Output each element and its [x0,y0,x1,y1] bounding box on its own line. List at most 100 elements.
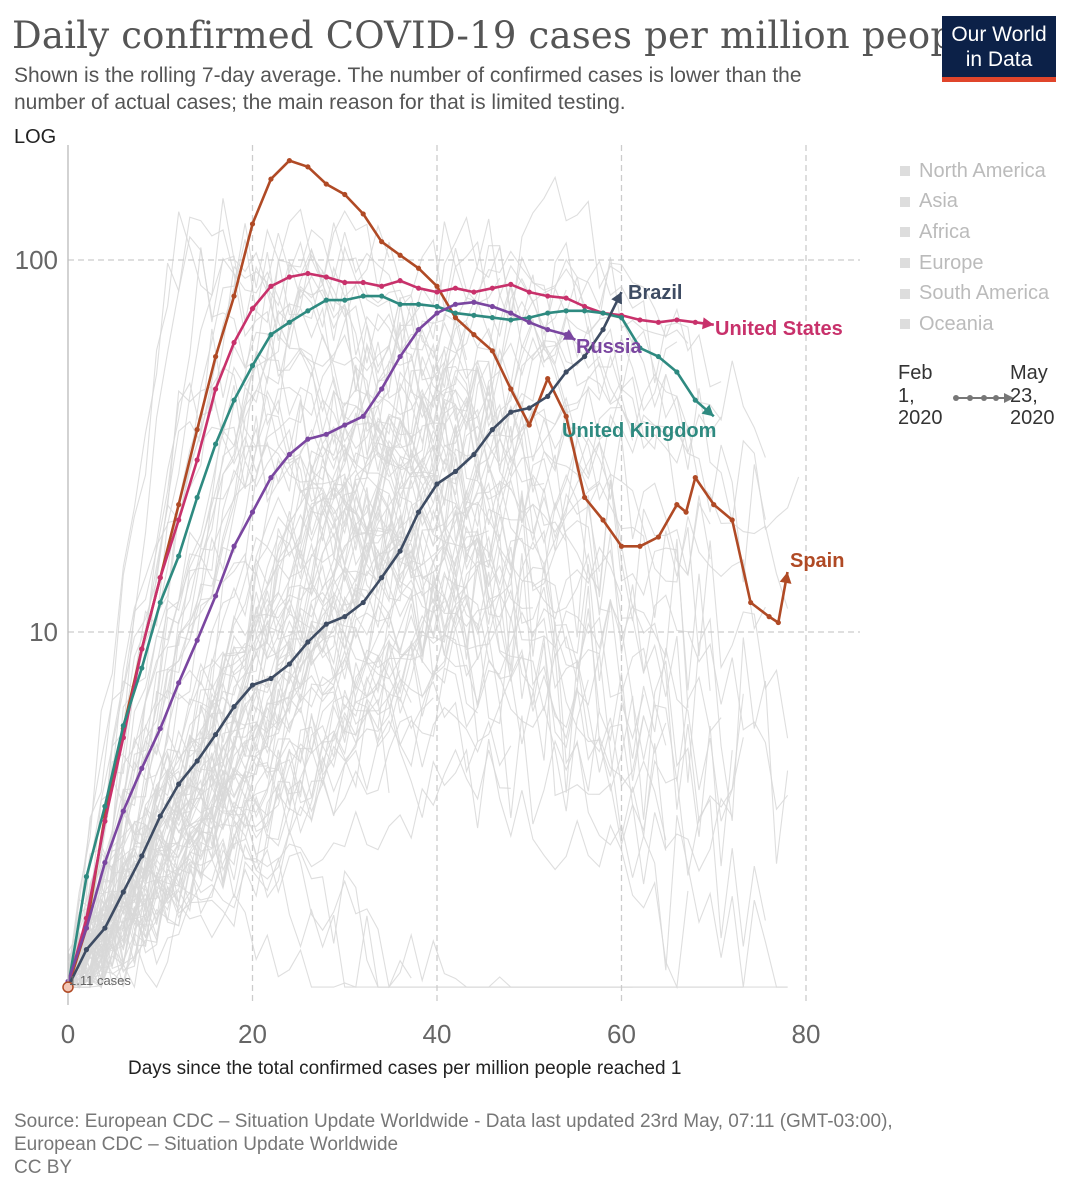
series-point [729,517,735,523]
series-point [637,543,643,549]
series-point [360,279,366,286]
series-point [489,348,495,354]
series-point [618,543,625,549]
series-point [157,575,163,581]
legend-swatch [900,258,910,269]
y-tick-label: 100 [15,245,58,275]
series-point [249,306,256,312]
legend-swatch [900,196,910,207]
series-point [194,427,200,433]
highlighted-series [65,158,792,990]
series-point [342,422,348,428]
series-point [194,637,200,643]
series-point [323,431,329,437]
series-point [305,308,311,314]
series-point [775,619,781,626]
x-tick-label: 20 [238,1019,267,1049]
series-point [213,386,219,392]
x-axis-label: Days since the total confirmed cases per… [128,1058,682,1079]
legend-item-europe[interactable]: Europe [900,248,1049,279]
series-point [582,308,588,314]
series-point [305,436,311,442]
series-line-united-kingdom [66,294,715,988]
series-point [582,353,588,360]
series-point [268,675,274,682]
start-point-marker [62,981,74,993]
series-point [415,509,422,515]
legend-label: North America [919,159,1046,182]
background-country-lines [67,175,800,990]
series-point [157,599,163,606]
legend-item-asia[interactable]: Asia [900,187,1049,218]
series-point [452,310,459,316]
log-scale-toggle[interactable]: LOG [14,126,57,148]
timeline-end-day: 23, [1010,384,1038,407]
series-point [176,517,182,523]
series-point [748,599,754,606]
series-point [286,451,292,458]
license-text[interactable]: CC BY [14,1157,73,1178]
series-point [600,326,606,333]
legend-label: Europe [919,251,984,274]
series-point [157,813,163,819]
series-point [692,475,698,481]
series-point [231,339,237,346]
background-country-line [67,198,689,982]
series-point [508,281,514,287]
series-point [452,301,459,307]
background-country-line [67,215,766,988]
series-point [139,665,145,671]
background-country-line [68,397,744,988]
series-point [268,283,274,289]
series-point [766,614,772,620]
series-point [434,289,440,295]
series-point [618,315,625,321]
series-point [194,457,200,463]
series-point [637,317,643,323]
background-country-line [67,354,457,988]
x-tick-label: 0 [61,1019,75,1049]
start-annotation: 1.11 cases [69,973,131,988]
legend-item-africa[interactable]: Africa [900,217,1049,248]
series-arrow-icon [562,329,576,340]
series-point [489,303,495,310]
timeline-legend[interactable]: Feb 1, 2020 May 23, 2020 [898,362,1068,442]
legend-swatch [900,227,910,238]
series-point [231,293,237,299]
y-tick-label: 10 [29,617,58,647]
series-point [692,397,698,403]
series-point [157,725,163,732]
series-point [83,947,90,953]
legend-item-south-america[interactable]: South America [900,278,1049,309]
series-point [176,553,182,559]
series-point [545,293,551,299]
series-point [711,502,717,508]
timeline-end-month: May [1010,362,1048,384]
timeline-start-month: Feb [898,362,933,384]
timeline-start-day: 1, [898,384,915,407]
source-line-2[interactable]: European CDC – Situation Update Worldwid… [14,1134,399,1155]
series-point [379,386,385,392]
legend-item-oceania[interactable]: Oceania [900,309,1049,340]
series-point [249,363,256,369]
series-arrow-icon [779,571,792,584]
series-point [323,181,329,187]
series-point [397,301,403,307]
series-label-united-kingdom: United Kingdom [562,420,716,442]
x-tick-label: 40 [423,1019,452,1049]
owid-logo[interactable]: Our World in Data [942,16,1056,82]
series-point [471,299,477,305]
legend-swatch [900,319,910,330]
legend-item-north-america[interactable]: North America [900,156,1049,187]
series-point [176,781,182,787]
source-line-1[interactable]: Source: European CDC – Situation Update … [14,1111,893,1132]
series-point [83,925,90,931]
series-point [692,319,698,325]
series-point [120,889,126,895]
logo-line-2: in Data [965,48,1033,71]
series-point [213,441,219,447]
background-country-line [68,344,789,988]
series-point [139,853,145,859]
series-point [379,283,385,289]
